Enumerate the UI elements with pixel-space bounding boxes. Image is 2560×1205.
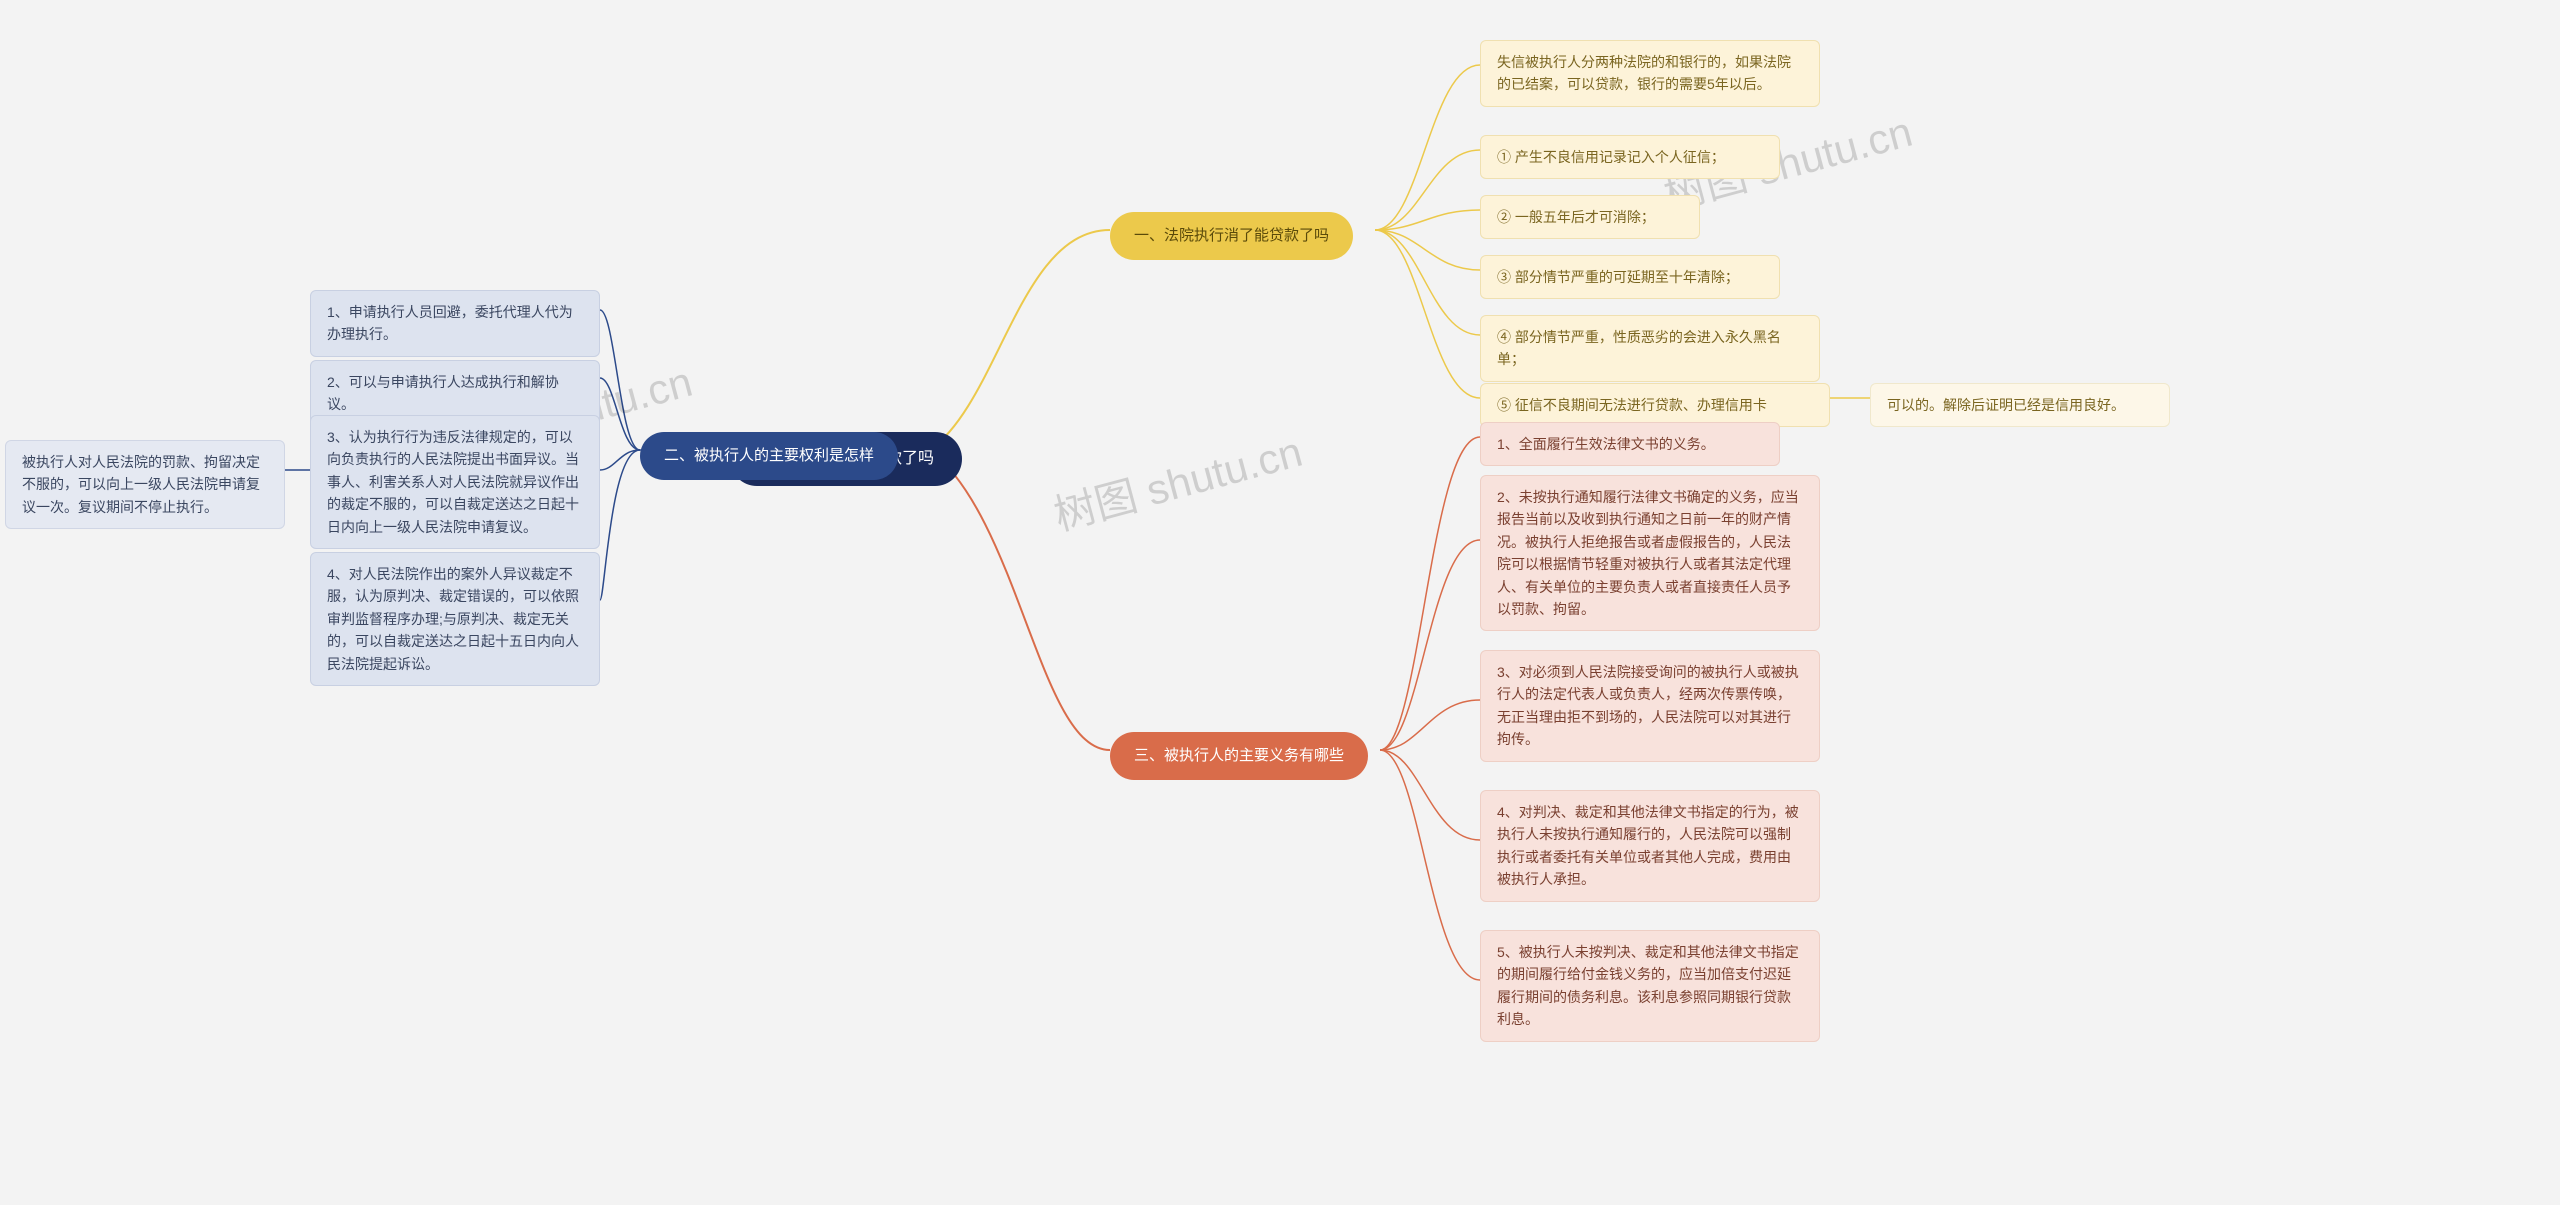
branch2-item-2-sub[interactable]: 被执行人对人民法院的罚款、拘留决定不服的，可以向上一级人民法院申请复议一次。复议…: [5, 440, 285, 529]
branch-3[interactable]: 三、被执行人的主要义务有哪些: [1110, 732, 1368, 780]
branch3-item-1[interactable]: 2、未按执行通知履行法律文书确定的义务，应当报告当前以及收到执行通知之日前一年的…: [1480, 475, 1820, 631]
branch2-item-2[interactable]: 3、认为执行行为违反法律规定的，可以向负责执行的人民法院提出书面异议。当事人、利…: [310, 415, 600, 549]
branch1-item-4[interactable]: ④ 部分情节严重，性质恶劣的会进入永久黑名单；: [1480, 315, 1820, 382]
branch3-item-4[interactable]: 5、被执行人未按判决、裁定和其他法律文书指定的期间履行给付金钱义务的，应当加倍支…: [1480, 930, 1820, 1042]
branch1-item-1[interactable]: ① 产生不良信用记录记入个人征信；: [1480, 135, 1780, 179]
branch2-item-3[interactable]: 4、对人民法院作出的案外人异议裁定不服，认为原判决、裁定错误的，可以依照审判监督…: [310, 552, 600, 686]
branch1-item-3[interactable]: ③ 部分情节严重的可延期至十年清除；: [1480, 255, 1780, 299]
branch1-item-5-sub[interactable]: 可以的。解除后证明已经是信用良好。: [1870, 383, 2170, 427]
branch1-item-2[interactable]: ② 一般五年后才可消除；: [1480, 195, 1700, 239]
branch-1[interactable]: 一、法院执行消了能贷款了吗: [1110, 212, 1353, 260]
branch1-item-0[interactable]: 失信被执行人分两种法院的和银行的，如果法院的已结案，可以贷款，银行的需要5年以后…: [1480, 40, 1820, 107]
branch3-item-0[interactable]: 1、全面履行生效法律文书的义务。: [1480, 422, 1780, 466]
branch3-item-2[interactable]: 3、对必须到人民法院接受询问的被执行人或被执行人的法定代表人或负责人，经两次传票…: [1480, 650, 1820, 762]
branch2-item-0[interactable]: 1、申请执行人员回避，委托代理人代为办理执行。: [310, 290, 600, 357]
branch-2[interactable]: 二、被执行人的主要权利是怎样: [640, 432, 898, 480]
branch1-item-5[interactable]: ⑤ 征信不良期间无法进行贷款、办理信用卡: [1480, 383, 1830, 427]
watermark: 树图 shutu.cn: [1046, 418, 1308, 543]
branch3-item-3[interactable]: 4、对判决、裁定和其他法律文书指定的行为，被执行人未按执行通知履行的，人民法院可…: [1480, 790, 1820, 902]
